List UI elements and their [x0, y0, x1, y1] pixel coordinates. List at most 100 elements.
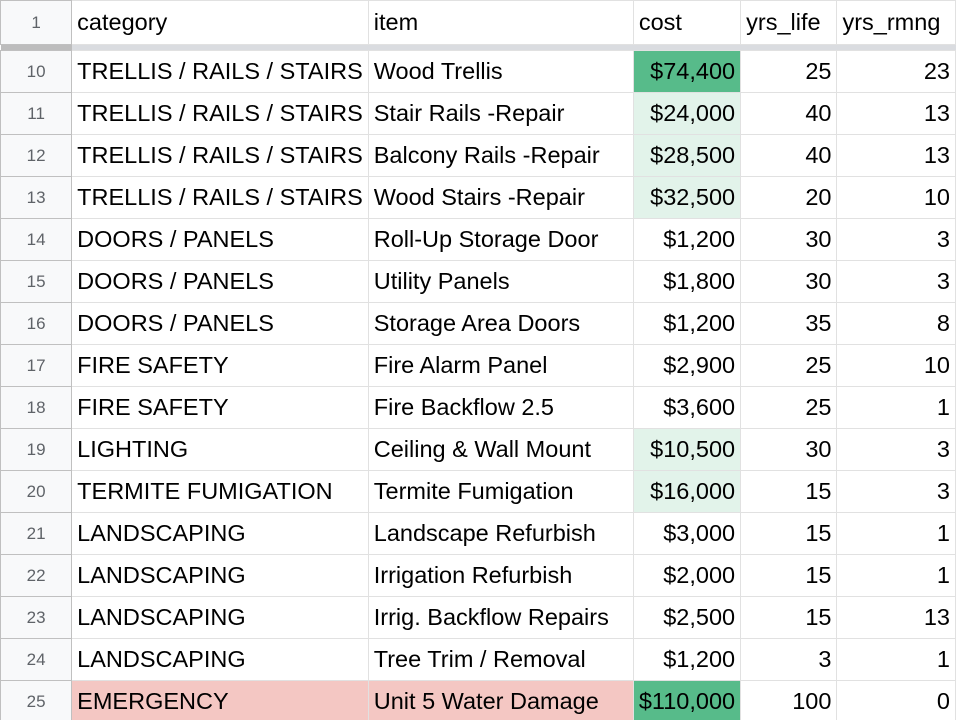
cell-cost[interactable]: $1,200	[632, 218, 742, 261]
cell-yrs-rmng[interactable]: 1	[836, 554, 956, 597]
row-number[interactable]: 14	[0, 218, 73, 261]
cell-category[interactable]: DOORS / PANELS	[71, 218, 369, 261]
cell-category[interactable]: EMERGENCY	[71, 680, 369, 720]
header-category[interactable]: category	[71, 0, 369, 45]
cell-yrs-rmng[interactable]: 13	[836, 596, 956, 639]
cell-yrs-rmng[interactable]: 8	[836, 302, 956, 345]
cell-category[interactable]: LANDSCAPING	[71, 512, 369, 555]
cell-yrs-rmng[interactable]: 23	[836, 50, 956, 93]
cell-item[interactable]: Termite Fumigation	[367, 470, 634, 513]
row-number[interactable]: 17	[0, 344, 73, 387]
cell-yrs-rmng[interactable]: 13	[836, 92, 956, 135]
cell-cost[interactable]: $1,200	[632, 638, 742, 681]
cell-yrs-life[interactable]: 15	[740, 554, 838, 597]
cell-cost[interactable]: $28,500	[632, 134, 742, 177]
cell-yrs-life[interactable]: 40	[740, 92, 838, 135]
cell-item[interactable]: Ceiling & Wall Mount	[367, 428, 634, 471]
cell-yrs-life[interactable]: 25	[740, 344, 838, 387]
freeze-divider-line[interactable]	[71, 44, 956, 51]
cell-yrs-life[interactable]: 40	[740, 134, 838, 177]
row-number[interactable]: 16	[0, 302, 73, 345]
cell-yrs-life[interactable]: 35	[740, 302, 838, 345]
cell-yrs-life[interactable]: 15	[740, 512, 838, 555]
cell-yrs-rmng[interactable]: 3	[836, 470, 956, 513]
cell-cost[interactable]: $10,500	[632, 428, 742, 471]
cell-item[interactable]: Fire Backflow 2.5	[367, 386, 634, 429]
cell-yrs-rmng[interactable]: 10	[836, 176, 956, 219]
cell-yrs-life[interactable]: 30	[740, 260, 838, 303]
row-number[interactable]: 12	[0, 134, 73, 177]
cell-category[interactable]: TERMITE FUMIGATION	[71, 470, 369, 513]
freeze-divider[interactable]	[0, 44, 956, 51]
cell-item[interactable]: Balcony Rails -Repair	[367, 134, 634, 177]
cell-item[interactable]: Unit 5 Water Damage	[367, 680, 634, 720]
row-number[interactable]: 21	[0, 512, 73, 555]
cell-yrs-life[interactable]: 15	[740, 596, 838, 639]
cell-item[interactable]: Irrigation Refurbish	[367, 554, 634, 597]
cell-category[interactable]: DOORS / PANELS	[71, 260, 369, 303]
cell-category[interactable]: DOORS / PANELS	[71, 302, 369, 345]
cell-item[interactable]: Wood Trellis	[367, 50, 634, 93]
row-number[interactable]: 22	[0, 554, 73, 597]
cell-yrs-rmng[interactable]: 1	[836, 638, 956, 681]
cell-item[interactable]: Roll-Up Storage Door	[367, 218, 634, 261]
row-number[interactable]: 15	[0, 260, 73, 303]
cell-item[interactable]: Irrig. Backflow Repairs	[367, 596, 634, 639]
cell-cost[interactable]: $3,600	[632, 386, 742, 429]
cell-item[interactable]: Utility Panels	[367, 260, 634, 303]
cell-category[interactable]: LANDSCAPING	[71, 638, 369, 681]
row-number[interactable]: 13	[0, 176, 73, 219]
cell-item[interactable]: Stair Rails -Repair	[367, 92, 634, 135]
cell-yrs-life[interactable]: 25	[740, 386, 838, 429]
cell-item[interactable]: Storage Area Doors	[367, 302, 634, 345]
row-number[interactable]: 24	[0, 638, 73, 681]
cell-yrs-life[interactable]: 30	[740, 428, 838, 471]
cell-cost[interactable]: $74,400	[632, 50, 742, 93]
cell-category[interactable]: TRELLIS / RAILS / STAIRS	[71, 176, 369, 219]
cell-cost[interactable]: $1,200	[632, 302, 742, 345]
cell-yrs-rmng[interactable]: 3	[836, 428, 956, 471]
cell-category[interactable]: LANDSCAPING	[71, 554, 369, 597]
cell-category[interactable]: LIGHTING	[71, 428, 369, 471]
cell-category[interactable]: TRELLIS / RAILS / STAIRS	[71, 134, 369, 177]
cell-yrs-life[interactable]: 20	[740, 176, 838, 219]
row-number[interactable]: 20	[0, 470, 73, 513]
cell-cost[interactable]: $2,000	[632, 554, 742, 597]
cell-yrs-life[interactable]: 3	[740, 638, 838, 681]
cell-yrs-rmng[interactable]: 1	[836, 512, 956, 555]
header-cost[interactable]: cost	[632, 0, 742, 45]
header-item[interactable]: item	[367, 0, 634, 45]
cell-cost[interactable]: $2,500	[632, 596, 742, 639]
row-number[interactable]: 18	[0, 386, 73, 429]
cell-category[interactable]: LANDSCAPING	[71, 596, 369, 639]
cell-cost[interactable]: $32,500	[632, 176, 742, 219]
header-yrs-life[interactable]: yrs_life	[740, 0, 838, 45]
row-number[interactable]: 25	[0, 680, 73, 720]
cell-cost[interactable]: $3,000	[632, 512, 742, 555]
cell-category[interactable]: TRELLIS / RAILS / STAIRS	[71, 50, 369, 93]
cell-item[interactable]: Wood Stairs -Repair	[367, 176, 634, 219]
cell-cost[interactable]: $2,900	[632, 344, 742, 387]
cell-item[interactable]: Fire Alarm Panel	[367, 344, 634, 387]
row-number[interactable]: 19	[0, 428, 73, 471]
cell-item[interactable]: Tree Trim / Removal	[367, 638, 634, 681]
cell-cost[interactable]: $1,800	[632, 260, 742, 303]
row-number[interactable]: 11	[0, 92, 73, 135]
cell-cost[interactable]: $24,000	[632, 92, 742, 135]
cell-yrs-rmng[interactable]: 10	[836, 344, 956, 387]
cell-category[interactable]: TRELLIS / RAILS / STAIRS	[71, 92, 369, 135]
row-number[interactable]: 10	[0, 50, 73, 93]
cell-category[interactable]: FIRE SAFETY	[71, 386, 369, 429]
cell-category[interactable]: FIRE SAFETY	[71, 344, 369, 387]
cell-yrs-rmng[interactable]: 1	[836, 386, 956, 429]
row-number[interactable]: 23	[0, 596, 73, 639]
header-yrs-rmng[interactable]: yrs_rmng	[836, 0, 956, 45]
cell-yrs-rmng[interactable]: 13	[836, 134, 956, 177]
cell-cost[interactable]: $16,000	[632, 470, 742, 513]
cell-yrs-life[interactable]: 25	[740, 50, 838, 93]
cell-yrs-rmng[interactable]: 0	[836, 680, 956, 720]
cell-yrs-life[interactable]: 100	[740, 680, 838, 720]
cell-yrs-rmng[interactable]: 3	[836, 218, 956, 261]
cell-yrs-rmng[interactable]: 3	[836, 260, 956, 303]
cell-cost[interactable]: $110,000	[632, 680, 742, 720]
